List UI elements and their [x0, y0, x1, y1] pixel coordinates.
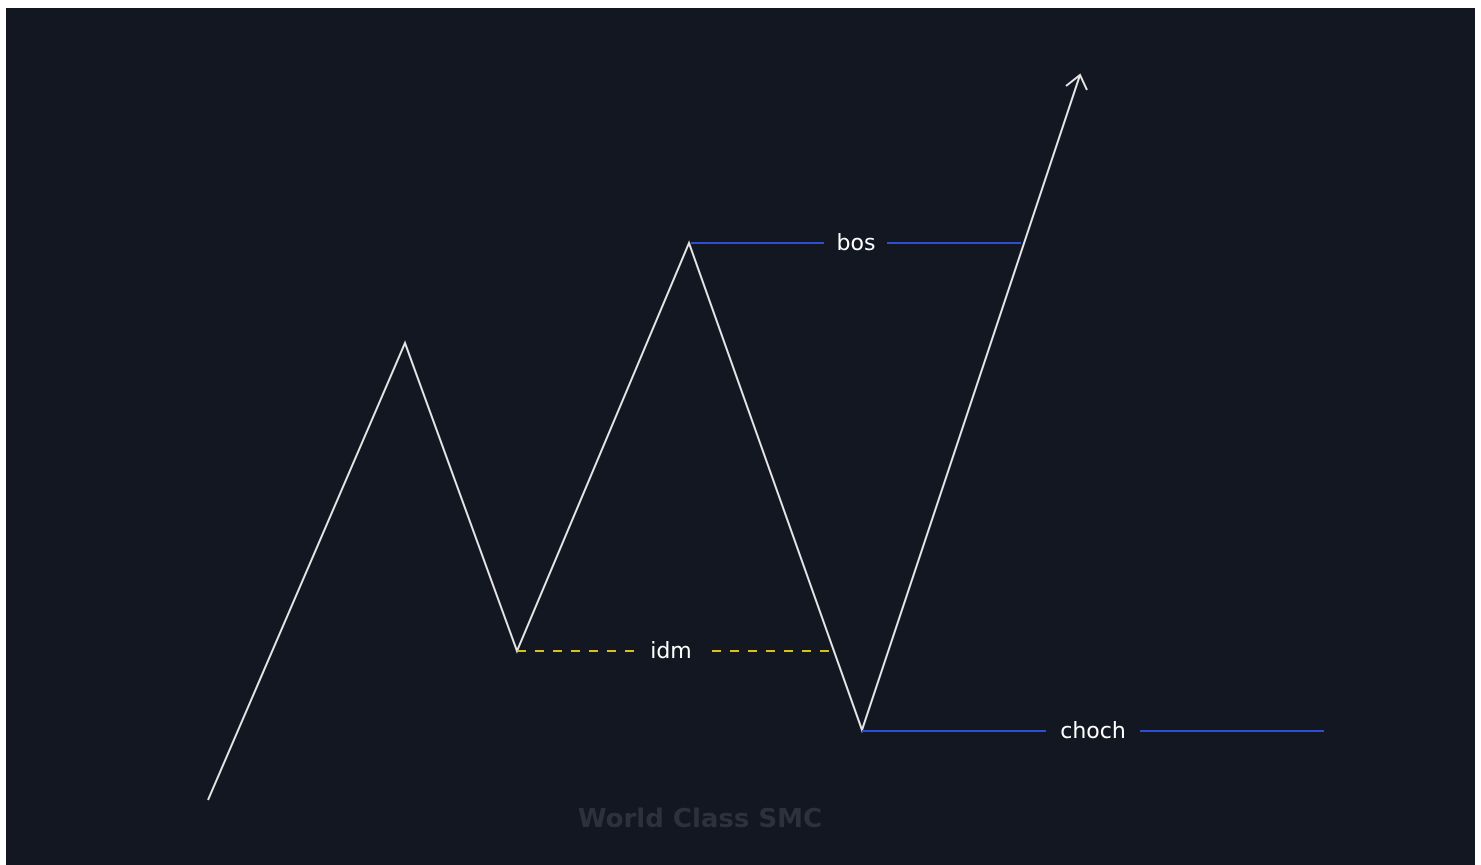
bos-label: bos — [837, 231, 876, 256]
diagram-canvas — [6, 8, 1475, 865]
arrow-up-icon — [1065, 73, 1088, 91]
idm-label: idm — [650, 639, 692, 664]
watermark: World Class SMC — [578, 804, 822, 834]
price-path — [207, 74, 1081, 801]
choch-label: choch — [1060, 719, 1126, 744]
